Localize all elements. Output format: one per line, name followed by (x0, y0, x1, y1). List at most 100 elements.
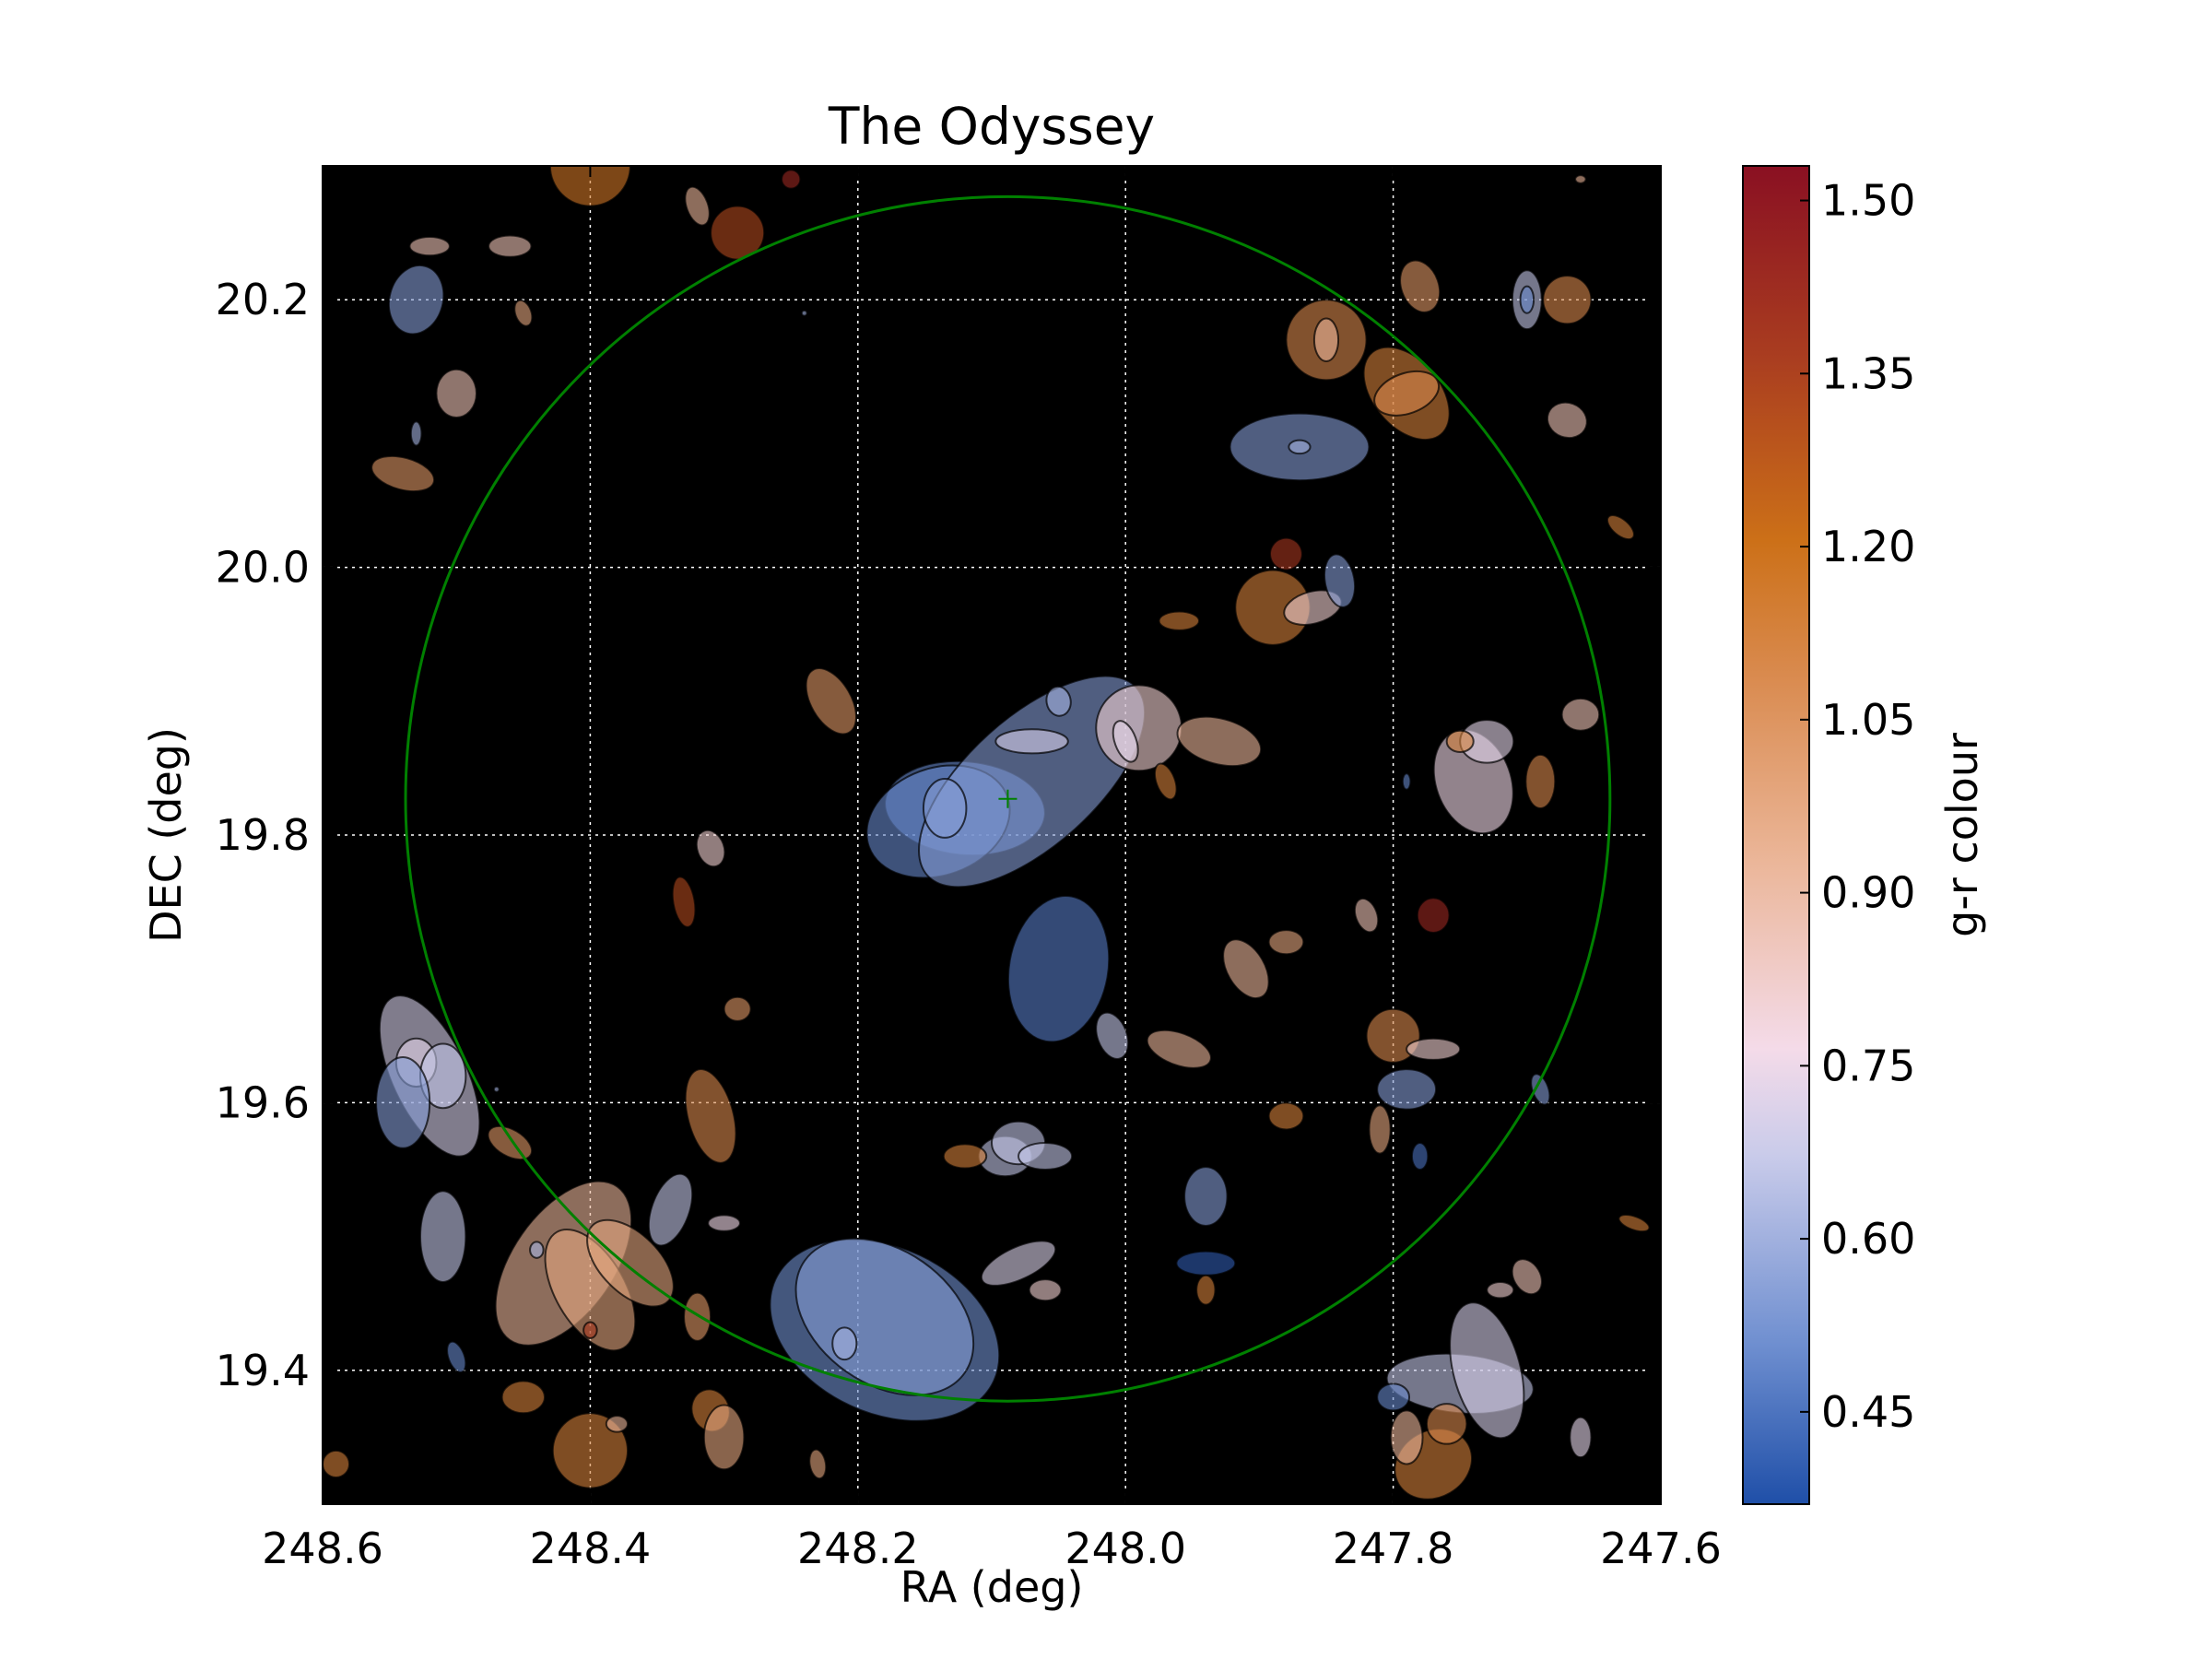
galaxy-ellipse (1312, 317, 1340, 362)
galaxy-ellipse (1146, 1029, 1212, 1069)
colorbar-tick-label: 1.35 (1821, 348, 1915, 398)
galaxy-ellipse (1401, 772, 1412, 791)
galaxy-ellipse (1112, 720, 1139, 763)
galaxy-ellipse (723, 995, 752, 1022)
galaxy-ellipse (942, 1143, 988, 1170)
y-axis-label: DEC (deg) (141, 727, 191, 943)
galaxy-ellipse (1449, 1301, 1525, 1440)
colorbar (1742, 165, 1810, 1505)
galaxy-ellipse (671, 876, 697, 928)
galaxy-ellipse (831, 1326, 858, 1361)
galaxy-ellipse (1222, 938, 1270, 1000)
galaxy-ellipse (1511, 1258, 1543, 1296)
center-marker (998, 789, 1018, 808)
x-tick-label: 248.2 (797, 1524, 919, 1573)
galaxy-ellipse (1183, 1166, 1229, 1227)
galaxy-ellipse (1618, 1214, 1651, 1233)
galaxy-ellipse (1195, 1274, 1217, 1306)
galaxy-ellipse (1542, 275, 1593, 325)
x-tick-label: 248.0 (1065, 1524, 1186, 1573)
colorbar-tick-label: 0.90 (1821, 868, 1915, 918)
galaxy-ellipse (695, 829, 726, 868)
y-axis: 19.4 19.6 19.8 20.0 20.2 (216, 275, 1661, 1395)
galaxy-ellipse (1158, 610, 1201, 631)
galaxy-ellipse (1445, 729, 1475, 753)
x-axis-label: RA (deg) (900, 1562, 1084, 1612)
galaxy-ellipse (800, 309, 808, 317)
galaxy-ellipse (1389, 1409, 1424, 1465)
colorbar-tick-label: 1.20 (1821, 522, 1915, 571)
galaxy-ellipse (1324, 553, 1357, 608)
colorbar-tick-label: 0.60 (1821, 1214, 1915, 1264)
galaxy-ellipse (684, 185, 711, 227)
y-tick-label: 19.8 (216, 810, 310, 860)
galaxy-ellipse (808, 1448, 828, 1480)
galaxy-ellipse (1288, 439, 1312, 455)
galaxy-ellipse (1486, 1280, 1515, 1300)
galaxy-ellipse (1006, 895, 1111, 1043)
search-radius-circle (404, 194, 1612, 1403)
galaxy-ellipse (781, 169, 802, 190)
galaxy-ellipse (647, 1172, 694, 1247)
galaxy-ellipse (1376, 1382, 1411, 1412)
search-circle-layer (404, 194, 1612, 1403)
galaxy-ellipse (1519, 285, 1535, 314)
galaxy-ellipse (1018, 1141, 1074, 1171)
y-tick-label: 19.4 (216, 1346, 310, 1395)
colorbar-axis: 0.45 0.60 0.75 0.90 1.05 1.20 1.35 1.50 (1800, 176, 1915, 1437)
galaxy-ellipse (1175, 1250, 1237, 1277)
galaxy-ellipse (492, 1085, 500, 1093)
y-tick-label: 19.6 (216, 1077, 310, 1127)
galaxy-ellipse (1153, 762, 1178, 801)
galaxy-ellipse (1524, 753, 1557, 809)
galaxy-ellipse (371, 454, 436, 493)
galaxy-ellipse (488, 234, 533, 258)
galaxy-ellipse (1560, 697, 1601, 732)
galaxy-ellipse (1368, 1104, 1392, 1155)
galaxy-ellipse (1095, 684, 1183, 772)
galaxy-ellipse (513, 299, 534, 327)
x-tick-label: 247.8 (1333, 1524, 1454, 1573)
chart-title: The Odyssey (828, 97, 1155, 156)
galaxy-ellipse (1410, 1141, 1430, 1171)
galaxy-ellipse (409, 420, 423, 447)
galaxy-ellipse (500, 1380, 547, 1415)
galaxy-ellipse (446, 1340, 467, 1373)
galaxy-ellipse (1406, 1037, 1462, 1061)
galaxy-ellipse (1569, 1416, 1593, 1459)
galaxy-ellipse (1353, 897, 1380, 934)
x-axis: 248.6 248.4 248.2 248.0 247.8 247.6 (262, 166, 1722, 1573)
galaxy-ellipse (1267, 929, 1305, 956)
galaxy-ellipse (994, 728, 1069, 755)
y-tick-label: 20.0 (216, 543, 310, 593)
x-tick-label: 248.4 (530, 1524, 652, 1573)
galaxy-ellipse (1373, 370, 1441, 417)
galaxy-ellipse (684, 1068, 737, 1164)
x-tick-label: 247.6 (1600, 1524, 1722, 1573)
galaxy-ellipse (1376, 1068, 1438, 1111)
galaxy-ellipse (529, 1241, 545, 1259)
galaxy-ellipse (375, 1056, 431, 1149)
galaxy-ellipse (435, 368, 477, 418)
galaxy-ellipse (1028, 1278, 1063, 1302)
galaxy-ellipse (1269, 536, 1303, 571)
galaxy-ellipse (805, 667, 857, 735)
y-tick-label: 20.2 (216, 275, 310, 324)
galaxy-ellipse (605, 1415, 629, 1433)
galaxy-ellipse (1574, 174, 1587, 184)
galaxy-ellipse (702, 1404, 746, 1471)
galaxy-ellipse (707, 1214, 742, 1232)
galaxy-ellipse (1176, 715, 1263, 768)
x-tick-label: 248.6 (262, 1524, 383, 1573)
galaxy-ellipse (408, 235, 451, 257)
colorbar-tick-label: 1.05 (1821, 695, 1915, 745)
galaxy-ellipse (387, 264, 445, 335)
galaxy-ellipse (1425, 1403, 1468, 1445)
colorbar-tick-label: 0.75 (1821, 1041, 1915, 1090)
colorbar-tick-label: 0.45 (1821, 1387, 1915, 1437)
galaxy-ellipse (980, 1240, 1057, 1287)
galaxy-ellipse (1606, 514, 1635, 541)
galaxy-ellipse (1416, 897, 1451, 934)
galaxy-ellipse (683, 1291, 712, 1342)
